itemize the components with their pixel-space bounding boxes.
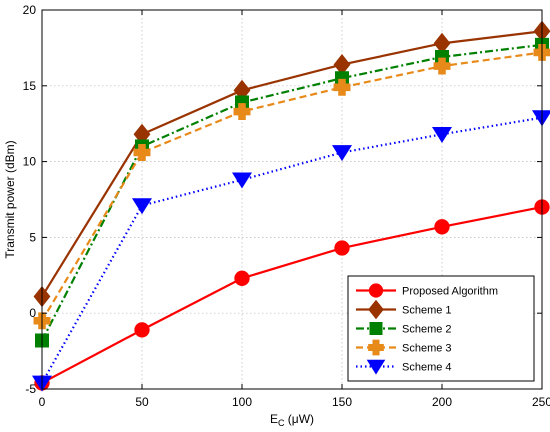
legend-marker — [369, 322, 383, 335]
data-point — [134, 322, 150, 338]
x-tick-label: 0 — [39, 395, 46, 409]
series-5 — [31, 110, 550, 392]
y-tick-label: 10 — [23, 155, 37, 169]
x-tick-label: 200 — [432, 395, 452, 409]
y-tick-label: -5 — [25, 382, 36, 396]
data-point — [231, 172, 253, 189]
y-tick-label: 20 — [23, 3, 37, 17]
data-point — [531, 110, 550, 127]
legend-marker — [368, 283, 384, 298]
data-point — [133, 144, 151, 161]
legend-entry: Scheme 4 — [356, 359, 452, 375]
y-tick-label: 5 — [29, 230, 36, 244]
x-tick-label: 150 — [332, 395, 352, 409]
legend-label: Scheme 3 — [402, 343, 452, 355]
legend-label: Proposed Algorithm — [402, 286, 498, 298]
data-point — [331, 145, 353, 162]
legend-label: Scheme 1 — [402, 305, 452, 317]
x-tick-label: 50 — [135, 395, 149, 409]
y-axis-label: Transmit power (dBm) — [3, 140, 17, 258]
series-2 — [33, 20, 550, 308]
data-point — [333, 78, 351, 96]
legend-entry: Scheme 1 — [356, 299, 452, 320]
series-line — [41, 206, 543, 384]
legend-entry: Proposed Algorithm — [356, 283, 498, 298]
data-point — [431, 126, 453, 143]
legend-marker — [366, 359, 386, 375]
series-line — [41, 43, 543, 341]
data-point — [131, 198, 153, 215]
x-axis-label-unit: (μW) — [284, 412, 314, 426]
legend: Proposed Algorithm Scheme 1 Scheme 2 Scheme… — [347, 275, 535, 382]
plot-frame — [41, 9, 543, 390]
data-point — [334, 240, 350, 256]
x-axis-label: EC (μW) — [270, 412, 314, 428]
series-line — [41, 51, 543, 322]
series-line — [41, 30, 543, 298]
x-tick-label: 100 — [232, 395, 252, 409]
legend-marker — [368, 299, 384, 320]
x-axis-label-subscript: C — [278, 418, 285, 428]
legend-entry: Scheme 2 — [356, 322, 452, 336]
data-point — [233, 103, 251, 121]
legend-entry: Scheme 3 — [356, 339, 452, 356]
data-point — [234, 270, 250, 286]
data-point — [434, 219, 450, 235]
legend-marker — [368, 339, 384, 356]
legend-label: Scheme 2 — [402, 324, 452, 336]
x-axis-label-main: E — [270, 412, 278, 426]
data-point — [433, 57, 451, 75]
x-tick-label: 250 — [532, 395, 550, 409]
y-tick-label: 0 — [29, 306, 36, 320]
legend-label: Scheme 4 — [402, 362, 452, 374]
y-tick-label: 15 — [23, 79, 37, 93]
